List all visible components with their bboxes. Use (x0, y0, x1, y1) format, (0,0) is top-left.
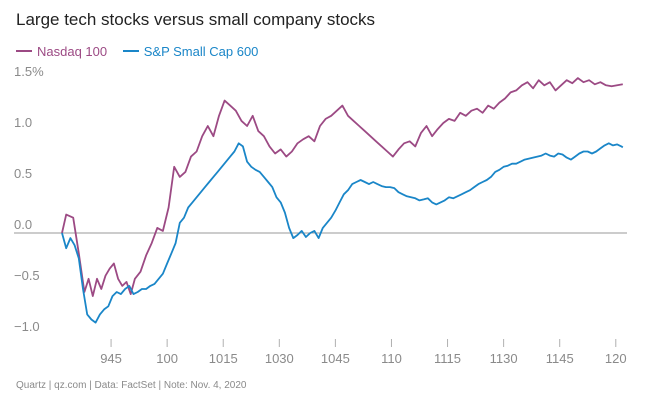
x-tick-label: 1030 (265, 351, 294, 366)
y-tick-label: 1.0 (14, 115, 32, 130)
legend-item-nasdaq: Nasdaq 100 (16, 44, 107, 59)
legend-label-nasdaq: Nasdaq 100 (37, 43, 108, 59)
x-axis: 945 100 1015 1030 1045 110 1115 1130 1145 120 (100, 339, 627, 366)
legend-swatch-nasdaq (16, 50, 32, 52)
x-tick-label: 1045 (321, 351, 350, 366)
series-line-nasdaq (61, 77, 623, 298)
y-tick-label: 1.5% (14, 64, 44, 79)
chart-footer: Quartz | qz.com | Data: FactSet | Note: … (16, 380, 247, 391)
y-tick-label: 0.5 (14, 166, 32, 181)
x-tick-label: 1130 (490, 351, 518, 366)
y-tick-label: 0.0 (14, 217, 32, 232)
x-tick-label: 945 (100, 351, 122, 366)
y-tick-label: −1.0 (14, 319, 40, 334)
x-tick-label: 120 (605, 351, 627, 366)
x-tick-label: 110 (381, 351, 402, 366)
y-axis: 1.5% 1.0 0.5 0.0 −0.5 −1.0 (14, 64, 627, 334)
legend-label-smallcap: S&P Small Cap 600 (143, 43, 259, 59)
x-tick-label: 100 (156, 351, 178, 366)
series-lines (61, 77, 624, 324)
x-tick-label: 1115 (434, 351, 461, 366)
x-tick-label: 1015 (209, 351, 238, 366)
y-tick-label: −0.5 (14, 268, 40, 283)
legend-item-smallcap: S&P Small Cap 600 (122, 43, 259, 59)
chart-legend: Nasdaq 100 S&P Small Cap 600 (16, 40, 270, 59)
legend-swatch-smallcap (122, 50, 139, 52)
chart-title: Large tech stocks versus small company s… (16, 10, 376, 29)
series-line-smallcap (61, 142, 624, 324)
x-tick-label: 1145 (546, 351, 574, 366)
